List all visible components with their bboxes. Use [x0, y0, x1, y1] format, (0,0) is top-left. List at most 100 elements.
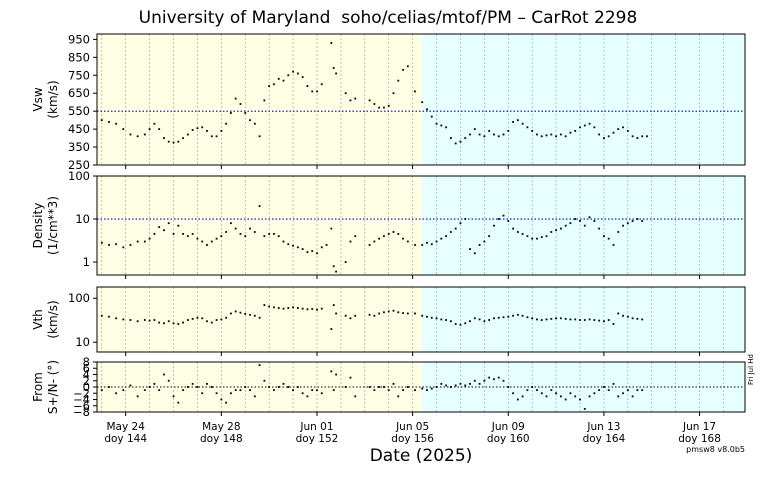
data-point [191, 129, 194, 131]
data-point [449, 231, 452, 233]
data-point [459, 140, 462, 143]
data-point [129, 319, 132, 321]
data-point [182, 137, 184, 139]
data-point [311, 90, 314, 93]
data-point [263, 304, 266, 306]
data-point [273, 389, 275, 392]
data-point [387, 104, 390, 107]
data-point [502, 214, 505, 217]
data-point [603, 320, 605, 323]
data-point [402, 312, 404, 314]
data-point [163, 137, 165, 139]
future-shade [422, 34, 745, 165]
data-point [512, 121, 514, 123]
data-point [206, 130, 208, 132]
data-point [320, 83, 323, 86]
panel-frame [96, 33, 746, 166]
data-point [449, 137, 452, 139]
data-point [210, 321, 213, 324]
data-point [641, 389, 644, 392]
data-point [122, 389, 125, 392]
data-point [387, 310, 390, 313]
data-point [234, 227, 237, 230]
data-point [497, 218, 500, 220]
data-point [129, 384, 132, 387]
data-point [435, 122, 438, 125]
data-point [316, 252, 318, 255]
data-point [230, 312, 232, 315]
data-point [301, 248, 304, 250]
data-point [258, 135, 261, 138]
x-tick-date: Jun 01 [299, 421, 333, 433]
data-point [521, 395, 524, 398]
past-shade [97, 287, 423, 352]
data-point [641, 220, 644, 222]
data-point [158, 128, 161, 131]
data-point [622, 126, 624, 129]
data-point [182, 233, 184, 235]
data-point [497, 316, 500, 319]
data-point [502, 379, 505, 382]
data-point [445, 235, 448, 238]
data-point [540, 319, 543, 321]
y-tick-label: −2 [73, 386, 90, 400]
data-point [268, 386, 271, 388]
y-tick-label: 350 [68, 140, 90, 154]
data-point [521, 314, 524, 317]
data-point [234, 389, 237, 392]
data-point [459, 222, 462, 225]
data-point [349, 240, 352, 243]
y-tick-label: 100 [68, 291, 90, 305]
data-point [320, 392, 323, 395]
data-point [626, 315, 629, 318]
data-point [196, 316, 199, 319]
data-point [268, 233, 271, 235]
data-point [414, 90, 416, 93]
data-point [588, 318, 591, 321]
x-axis-title: Date (2025) [369, 446, 473, 466]
data-point [579, 220, 581, 222]
data-point [196, 237, 199, 240]
data-point [172, 322, 175, 325]
data-point [626, 389, 629, 392]
data-point [555, 392, 557, 395]
data-point [100, 389, 103, 392]
data-point [507, 130, 510, 132]
data-point [631, 220, 634, 222]
data-point [564, 224, 567, 227]
data-point [483, 320, 486, 323]
panel-frame [96, 286, 746, 353]
data-point [201, 317, 204, 320]
data-point [545, 134, 548, 137]
version-label: pmsw8 v8.0b5 [686, 445, 745, 454]
data-point [108, 386, 110, 388]
data-point [478, 318, 481, 321]
data-point [383, 386, 385, 388]
data-point [287, 243, 290, 246]
data-point [555, 135, 557, 138]
x-tick-doy: doy 144 [104, 433, 147, 445]
data-point [115, 122, 118, 125]
data-point [100, 241, 103, 244]
data-point [378, 106, 381, 109]
x-tick-date: Jun 17 [682, 421, 716, 433]
data-point [526, 235, 529, 238]
data-point [296, 386, 299, 388]
data-point [440, 318, 443, 321]
data-point [464, 384, 467, 387]
data-point [516, 313, 519, 316]
data-point [521, 122, 524, 125]
data-point [430, 387, 433, 390]
data-point [540, 236, 543, 239]
data-point [402, 389, 404, 392]
panel-vsw: 250 350 450 550 650 750 850 950 Vsw (km/s) [31, 32, 746, 172]
data-point [201, 240, 204, 243]
data-point [186, 235, 189, 238]
data-point [354, 235, 357, 238]
data-point [583, 124, 586, 127]
data-point [244, 235, 247, 238]
data-point [440, 124, 443, 127]
data-point [332, 265, 335, 268]
x-tick-date: Jun 05 [395, 421, 429, 433]
data-point [598, 133, 601, 136]
